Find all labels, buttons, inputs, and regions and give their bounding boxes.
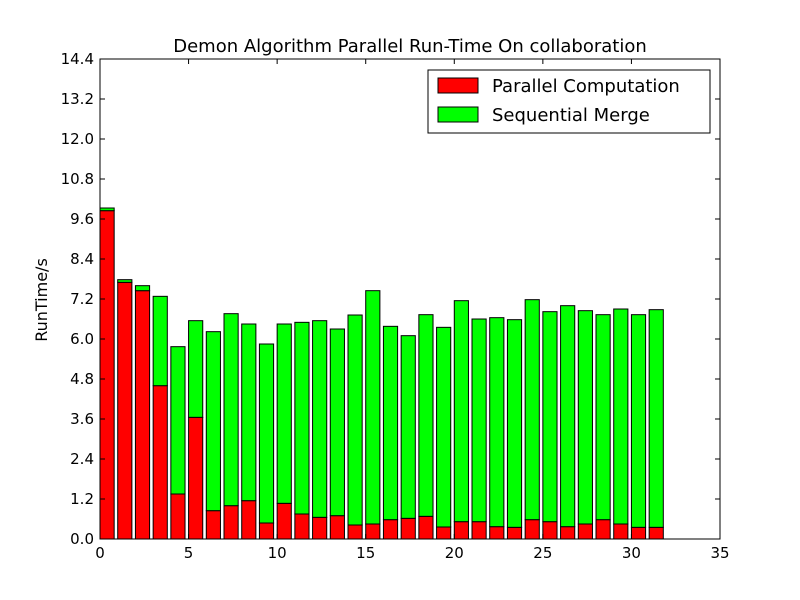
x-tick-label: 20 [445,544,464,562]
bar-sequential-25 [542,311,558,523]
bar-sequential-17 [400,335,416,519]
bar-parallel-17 [400,517,416,540]
bar-sequential-27 [577,310,593,525]
y-tick-label: 7.2 [70,290,94,308]
bar-sequential-2 [134,285,151,292]
bar-sequential-8 [241,323,257,502]
bar-sequential-22 [489,317,505,528]
y-tick-label: 2.4 [70,450,94,468]
y-tick-label: 13.2 [61,90,94,108]
bar-sequential-15 [365,290,381,525]
bar-parallel-5 [188,416,204,540]
bar-parallel-13 [329,515,345,540]
bar-parallel-12 [312,516,328,540]
x-tick-label: 35 [710,544,729,562]
bar-sequential-21 [471,318,487,523]
legend-label-0: Parallel Computation [492,76,680,97]
bar-sequential-24 [524,299,540,521]
bar-parallel-25 [542,521,558,540]
bar-parallel-1 [117,281,133,540]
bar-parallel-24 [524,519,540,540]
bar-parallel-26 [560,526,576,540]
bar-parallel-19 [436,526,452,540]
bar-sequential-20 [453,300,469,523]
bar-sequential-12 [312,320,328,518]
bar-sequential-4 [170,346,186,495]
bar-sequential-7 [223,313,239,507]
bar-parallel-31 [648,526,664,540]
y-tick-label: 9.6 [70,210,94,228]
bar-parallel-27 [577,523,593,540]
legend-swatch-1 [437,106,479,123]
bar-parallel-15 [365,523,381,540]
chart-title: Demon Algorithm Parallel Run-Time On col… [173,36,647,57]
x-tick-label: 5 [184,544,194,562]
x-tick-label: 15 [356,544,375,562]
bar-sequential-30 [630,314,647,528]
bar-parallel-2 [134,290,151,540]
bar-parallel-18 [418,515,434,540]
bar-sequential-0 [99,207,115,212]
bar-parallel-10 [276,502,292,540]
bar-sequential-28 [595,314,611,521]
bar-parallel-3 [152,385,168,540]
bar-parallel-23 [506,526,523,540]
bar-parallel-0 [99,210,115,540]
bar-sequential-16 [382,325,399,521]
legend-label-1: Sequential Merge [492,105,650,126]
y-axis-label: RunTime/s [32,258,51,342]
bar-sequential-29 [613,308,629,525]
bar-sequential-31 [648,309,664,528]
bar-parallel-16 [382,519,399,540]
bars-group [99,207,664,540]
y-tick-label: 0.0 [70,530,94,548]
bar-parallel-9 [258,522,275,540]
bar-sequential-13 [329,328,345,517]
bar-sequential-18 [418,314,434,517]
y-tick-label: 12.0 [61,130,94,148]
bar-parallel-7 [223,505,239,540]
legend-swatch-0 [437,77,479,94]
bar-parallel-21 [471,521,487,540]
x-tick-label: 10 [268,544,287,562]
bar-sequential-10 [276,323,292,504]
y-tick-label: 8.4 [70,250,94,268]
bar-sequential-14 [347,314,363,526]
bar-sequential-11 [294,321,310,515]
bar-parallel-14 [347,524,363,540]
bar-sequential-5 [188,320,204,418]
x-tick-label: 0 [95,544,105,562]
y-tick-label: 3.6 [70,410,94,428]
legend: Parallel Computation Sequential Merge [427,69,711,134]
y-tick-label: 14.4 [61,50,94,68]
y-tick-label: 10.8 [61,170,94,188]
bar-sequential-6 [205,331,221,512]
y-tick-label: 4.8 [70,370,94,388]
bar-parallel-8 [241,500,257,540]
bar-parallel-6 [205,510,221,540]
y-tick-label: 6.0 [70,330,94,348]
bar-parallel-22 [489,526,505,540]
bar-parallel-29 [613,523,629,540]
x-tick-label: 25 [533,544,552,562]
y-tick-label: 1.2 [70,490,94,508]
bar-parallel-20 [453,521,469,540]
bar-parallel-11 [294,513,310,540]
bar-parallel-30 [630,526,647,540]
bar-sequential-9 [258,343,275,524]
bar-parallel-4 [170,493,186,540]
bar-sequential-1 [117,279,133,283]
bar-sequential-26 [560,305,576,528]
bar-parallel-28 [595,519,611,540]
axis-ticks: 0 5 10 15 20 25 30 35 0.0 1.2 2.4 3.6 4.8 6.0 7.2 8.4 9.… [61,50,730,562]
bar-sequential-3 [152,295,168,387]
x-tick-label: 30 [622,544,641,562]
bar-sequential-19 [436,326,452,528]
bar-sequential-23 [506,319,523,528]
